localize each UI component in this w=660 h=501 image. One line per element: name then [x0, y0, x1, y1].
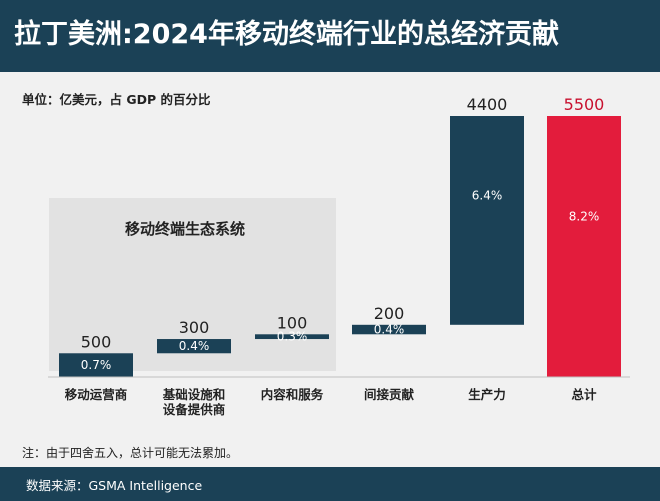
bar-4-category-label: 间接贡献 — [364, 387, 415, 402]
bar-2-gdp-share-label: 0.4% — [179, 339, 210, 353]
bar-6-value-label: 5500 — [564, 95, 605, 114]
unit-label: 单位：亿美元，占 GDP 的百分比 — [22, 92, 211, 107]
header-banner: 拉丁美洲:2024年移动终端行业的总经济贡献 — [0, 0, 660, 72]
bar-2-category-label: 基础设施和 — [162, 387, 226, 402]
bar-4-gdp-share-label: 0.4% — [374, 323, 405, 337]
bar-2-category-label: 设备提供商 — [163, 402, 226, 417]
bar-1-gdp-share-label: 0.7% — [81, 358, 112, 372]
footnote: 注：由于四舍五入，总计可能无法累加。 — [22, 446, 239, 460]
bar-6-category-label: 总计 — [571, 387, 597, 402]
bar-2-value-label: 300 — [179, 318, 210, 337]
bar-6-gdp-share-label: 8.2% — [569, 209, 600, 223]
bar-5-gdp-share-label: 6.4% — [472, 189, 503, 203]
bar-4-value-label: 200 — [374, 304, 405, 323]
bar-3-gdp-share-label: 0.3% — [277, 330, 308, 344]
footer-banner: 数据来源：GSMA Intelligence — [0, 467, 660, 501]
waterfall-chart: 移动终端生态系统 0.7%500移动运营商0.4%300基础设施和设备提供商0.… — [48, 95, 630, 417]
bar-3 — [255, 334, 329, 340]
bar-3-category-label: 内容和服务 — [261, 387, 324, 402]
bar-5-value-label: 4400 — [467, 95, 508, 114]
bar-1-value-label: 500 — [81, 332, 112, 351]
ecosystem-group-label: 移动终端生态系统 — [125, 220, 245, 238]
bar-4 — [352, 324, 426, 335]
bar-6 — [547, 116, 621, 377]
bar-5 — [450, 116, 524, 325]
bar-1-category-label: 移动运营商 — [65, 387, 128, 402]
bar-1 — [59, 353, 133, 377]
bar-2 — [157, 339, 231, 354]
bar-3-value-label: 100 — [277, 313, 308, 332]
bar-5-category-label: 生产力 — [468, 387, 506, 402]
source-label: 数据来源：GSMA Intelligence — [26, 478, 203, 493]
page-title: 拉丁美洲:2024年移动终端行业的总经济贡献 — [14, 19, 559, 50]
